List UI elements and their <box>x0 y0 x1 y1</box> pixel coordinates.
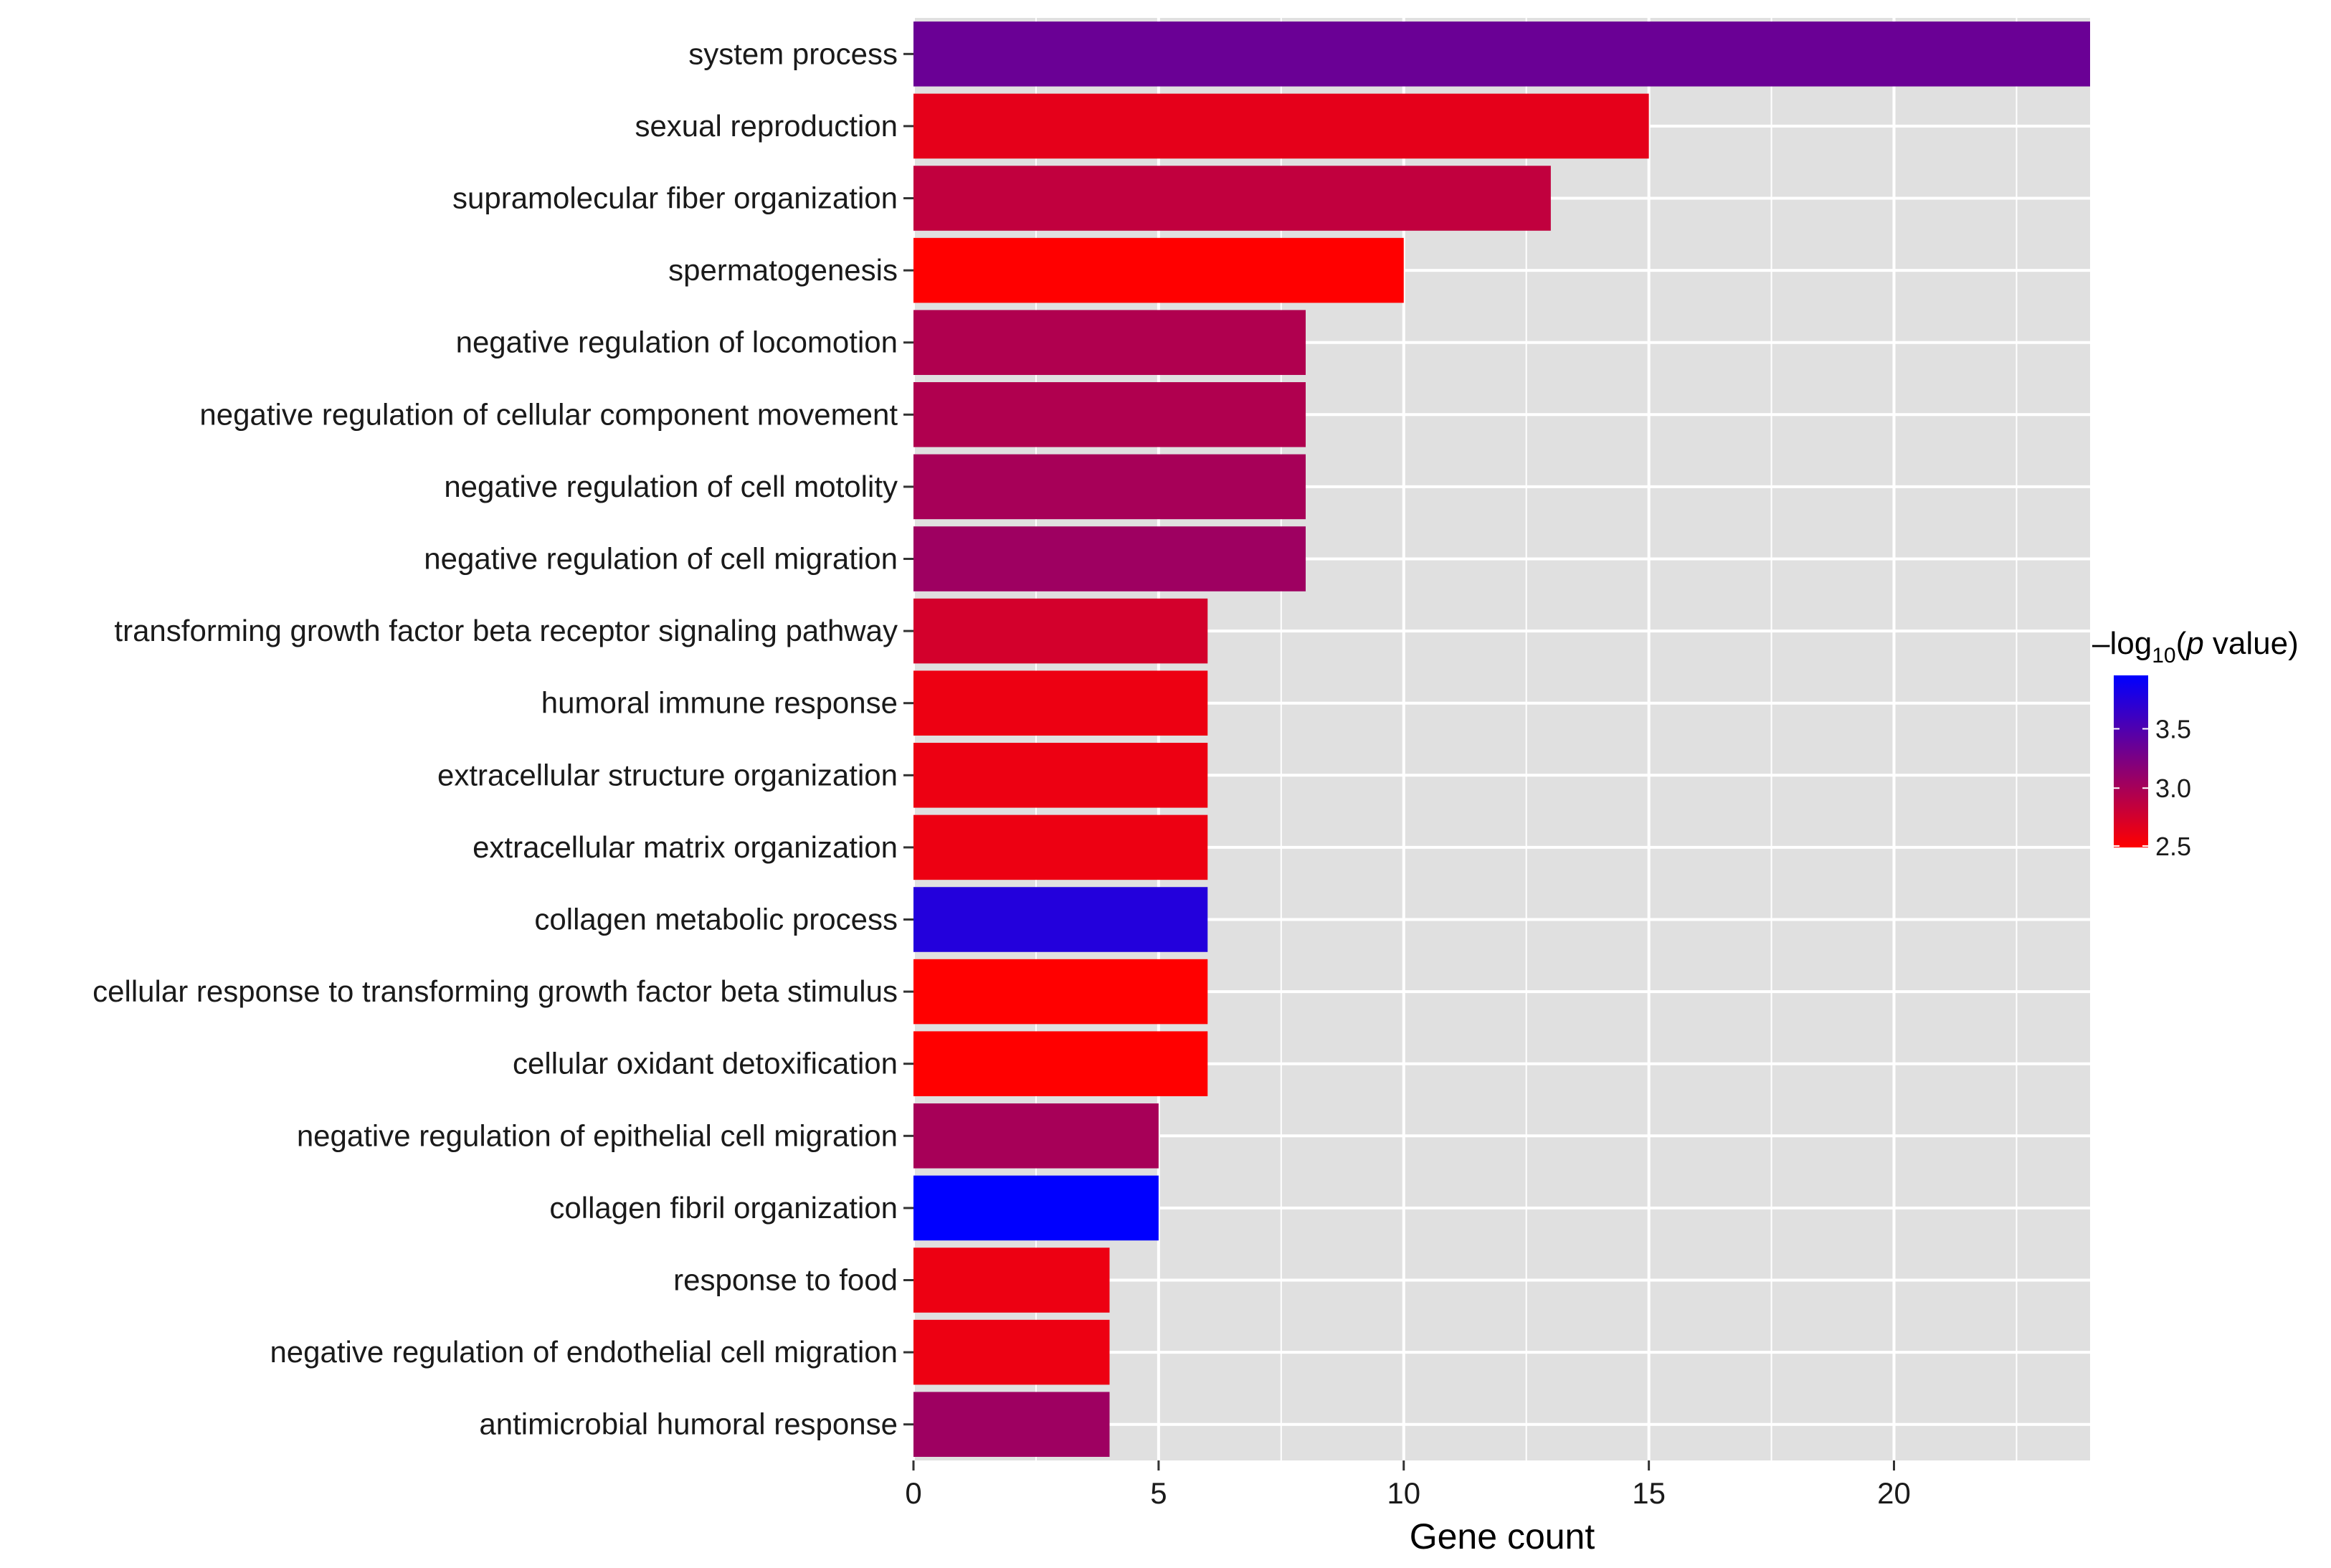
bars <box>913 22 2090 1457</box>
category-label: negative regulation of cell motolity <box>444 470 898 503</box>
x-tick-label: 5 <box>1150 1476 1167 1510</box>
legend-title-suffix: value) <box>2204 626 2299 661</box>
legend-colorbar <box>2114 675 2148 847</box>
y-axis-ticks <box>903 52 913 1426</box>
category-label: negative regulation of locomotion <box>456 326 898 359</box>
category-label: system process <box>688 37 898 70</box>
legend-title: –log10(p value) <box>2092 626 2299 667</box>
legend-title-open: ( <box>2176 626 2187 661</box>
plot-panel <box>913 18 2090 1460</box>
bar <box>913 310 1306 375</box>
bar <box>913 1248 1110 1313</box>
category-label: cellular oxidant detoxification <box>513 1047 898 1080</box>
category-label: cellular response to transforming growth… <box>92 974 898 1008</box>
bar <box>913 1103 1159 1169</box>
legend-title-prefix: –log <box>2092 626 2152 661</box>
category-label: spermatogenesis <box>668 253 898 287</box>
category-label: negative regulation of cell migration <box>424 542 898 576</box>
x-tick-label: 15 <box>1632 1476 1666 1510</box>
bar <box>913 454 1306 520</box>
x-tick-label: 10 <box>1387 1476 1420 1510</box>
legend-tick-label: 3.5 <box>2155 714 2191 743</box>
bar <box>913 1175 1159 1241</box>
legend-title-italic: p <box>2185 626 2203 661</box>
category-label: extracellular structure organization <box>437 758 898 792</box>
bar <box>913 237 1404 303</box>
legend-title-subscript: 10 <box>2152 644 2175 667</box>
bar <box>913 526 1306 591</box>
category-label: extracellular matrix organization <box>473 830 898 864</box>
bar <box>913 22 2090 87</box>
bar <box>913 887 1208 952</box>
category-label: supramolecular fiber organization <box>452 181 898 215</box>
legend-tick-label: 2.5 <box>2155 832 2191 861</box>
category-label: humoral immune response <box>541 686 898 720</box>
category-label: negative regulation of epithelial cell m… <box>297 1118 898 1152</box>
x-axis-title: Gene count <box>1410 1516 1595 1557</box>
legend-ticks: 3.5 3.0 2.5 <box>2114 714 2191 861</box>
category-label: collagen metabolic process <box>534 903 898 936</box>
bar <box>913 743 1208 808</box>
x-tick-label: 0 <box>905 1476 921 1510</box>
category-labels: system process sexual reproduction supramo… <box>92 37 898 1440</box>
category-label: transforming growth factor beta receptor… <box>114 614 898 647</box>
x-tick-label: 20 <box>1877 1476 1911 1510</box>
legend-tick-label: 3.0 <box>2155 774 2191 803</box>
bar <box>913 670 1208 736</box>
category-label: sexual reproduction <box>635 109 898 143</box>
category-label: negative regulation of endothelial cell … <box>270 1335 898 1369</box>
category-label: response to food <box>673 1263 898 1297</box>
category-label: collagen fibril organization <box>549 1191 898 1225</box>
bar <box>913 382 1306 447</box>
category-label: antimicrobial humoral response <box>479 1407 898 1441</box>
bar <box>913 1392 1110 1457</box>
bar <box>913 93 1649 159</box>
color-legend: –log10(p value) 3.5 3.0 2.5 <box>2092 626 2299 861</box>
bar <box>913 1319 1110 1385</box>
bar <box>913 166 1551 231</box>
x-axis-ticks: 0 5 10 15 20 <box>905 1460 1911 1510</box>
bar <box>913 814 1208 880</box>
bar <box>913 1031 1208 1096</box>
bar <box>913 959 1208 1025</box>
category-label: negative regulation of cellular componen… <box>199 397 898 431</box>
bar <box>913 598 1208 664</box>
